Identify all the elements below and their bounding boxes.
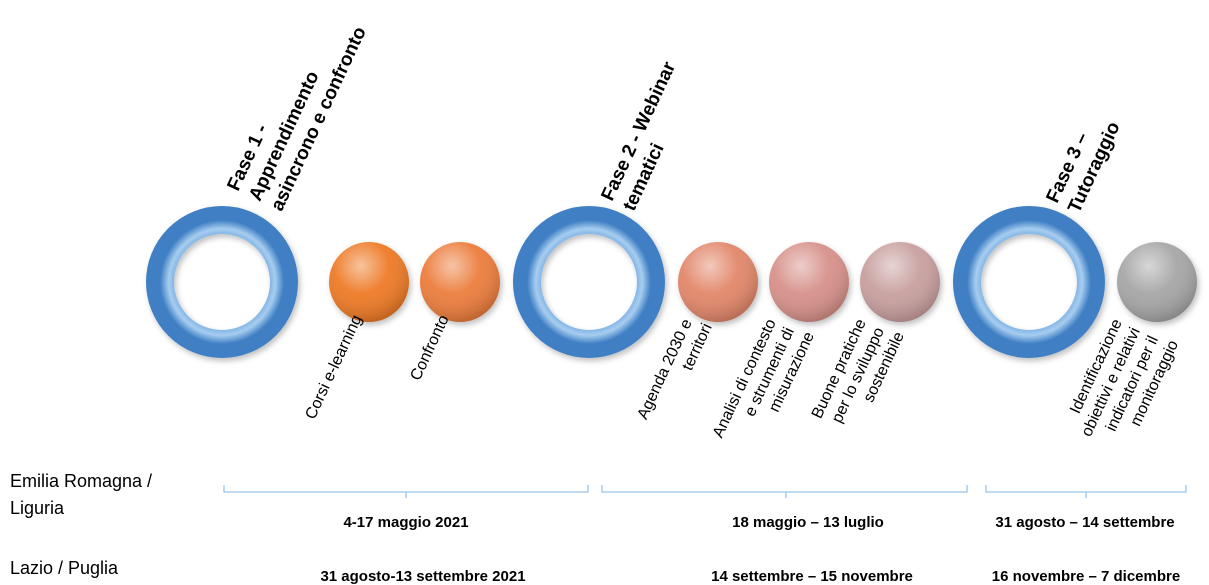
date-row1-phase2: 18 maggio – 13 luglio: [732, 514, 884, 531]
phase-2-title: Fase 2 - Webinar tematici: [597, 54, 704, 214]
step-4-shine: [769, 242, 849, 322]
date-row1-phase3: 31 agosto – 14 settembre: [995, 514, 1174, 531]
region-1-label: Emilia Romagna / Liguria: [10, 471, 157, 518]
phase-3-title: Fase 3 – Tutoraggio: [1042, 109, 1124, 217]
step-1-shine: [329, 242, 409, 322]
phase-1-title: Fase 1 - Apprendimento asincrono e confr…: [223, 3, 370, 214]
date-row2-phase3: 16 novembre – 7 dicembre: [992, 568, 1180, 585]
step-2-label: Confronto: [408, 312, 453, 383]
step-5-shine: [860, 242, 940, 322]
date-row1-phase1: 4-17 maggio 2021: [343, 514, 468, 531]
date-row2-phase2: 14 settembre – 15 novembre: [711, 568, 913, 585]
phase-2: Fase 2 - Webinar tematici: [513, 54, 704, 358]
region-2-label: Lazio / Puglia: [10, 558, 119, 578]
step-3-shine: [678, 242, 758, 322]
step-2: Confronto: [408, 242, 500, 383]
bracket-3-line: [985, 485, 1187, 498]
phase-1-ring: [146, 206, 298, 358]
step-1: Corsi e-learning: [302, 242, 409, 422]
step-4-label: Analisi di contesto e strumenti di misur…: [710, 312, 818, 457]
step-2-shine: [420, 242, 500, 322]
step-6-shine: [1117, 242, 1197, 322]
bracket-2: [601, 485, 968, 498]
step-1-label: Corsi e-learning: [302, 313, 365, 423]
phase-3: Fase 3 – Tutoraggio: [953, 109, 1125, 358]
bracket-2-line: [601, 485, 968, 498]
bracket-1-line: [223, 485, 589, 498]
phase-3-ring: [953, 206, 1105, 358]
bracket-1: [223, 485, 589, 498]
phase-2-ring: [513, 206, 665, 358]
step-5-label: Buone pratiche per lo sviluppo sostenibi…: [809, 312, 908, 438]
date-row2-phase1: 31 agosto-13 settembre 2021: [320, 568, 525, 585]
bracket-3: [985, 485, 1187, 498]
